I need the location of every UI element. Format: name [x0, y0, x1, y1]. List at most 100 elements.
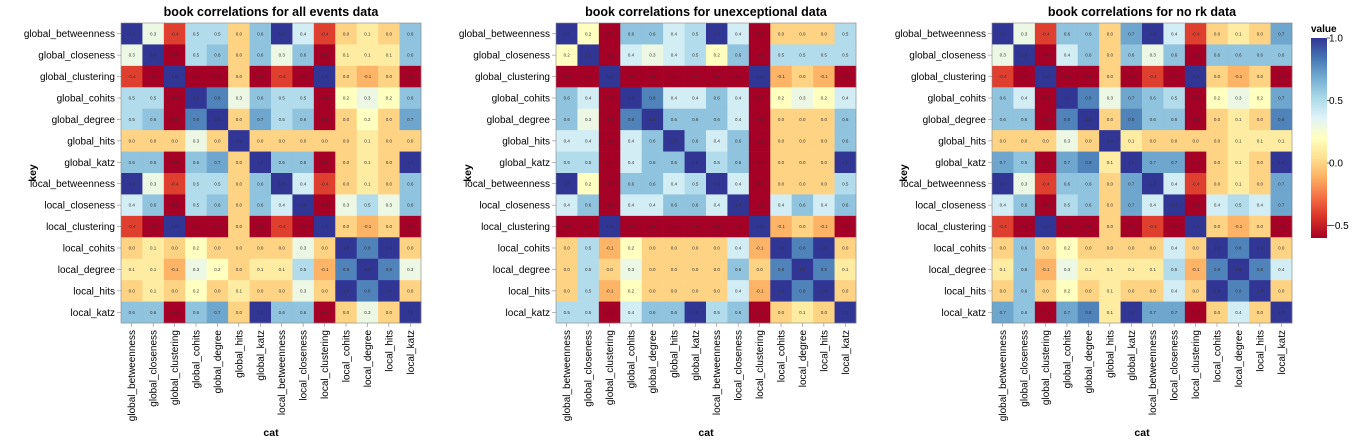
heatmap-cell: [1249, 194, 1271, 217]
cell-value-label: -0.8: [1192, 117, 1200, 122]
cell-value-label: 0.0: [214, 138, 221, 143]
cell-value-label: -0.6: [756, 203, 764, 208]
heatmap-cell: [748, 194, 771, 217]
cell-value-label: 0.6: [1064, 31, 1071, 36]
cell-value-label: -0.4: [278, 74, 286, 79]
cell-value-label: -0.6: [171, 310, 179, 315]
cell-value-label: -0.6: [171, 160, 179, 165]
heatmap-cell: [598, 108, 621, 131]
x-tick-label: local_degree: [798, 330, 809, 388]
cell-value-label: 0.6: [407, 203, 414, 208]
heatmap-cell: [748, 258, 771, 281]
heatmap-cell: [163, 23, 186, 45]
heatmap-cell: [1142, 44, 1164, 67]
cell-value-label: 0.0: [236, 310, 243, 315]
cell-value-label: -0.6: [1042, 96, 1050, 101]
cell-value-label: -0.6: [1042, 53, 1050, 58]
heatmap-cell: [727, 44, 750, 67]
heatmap-cell: [791, 108, 814, 131]
cell-value-label: 0.0: [1192, 288, 1199, 293]
heatmap-cell: [684, 130, 707, 152]
cell-value-label: 0.0: [778, 31, 785, 36]
heatmap-cell: [663, 23, 685, 45]
chart-title: book correlations for all events data: [164, 5, 380, 19]
cell-value-label: 0.6: [407, 96, 414, 101]
heatmap-cell: [1206, 44, 1229, 67]
heatmap-cell: [142, 23, 165, 45]
heatmap-cell: [1163, 301, 1186, 324]
y-tick-label: local_clustering: [46, 222, 115, 233]
heatmap-cell: [1142, 194, 1164, 217]
heatmap-cell: [598, 130, 621, 152]
cell-value-label: 0.5: [842, 181, 849, 186]
cell-value-label: 0.7: [214, 160, 221, 165]
heatmap-cell: [1184, 130, 1207, 152]
cell-value-label: -0.4: [128, 74, 136, 79]
heatmap-cell: [335, 23, 358, 45]
heatmap-cell: [791, 215, 814, 238]
x-tick-label: global_degree: [1084, 330, 1095, 394]
cell-value-label: 0.3: [343, 203, 350, 208]
heatmap-cell: [727, 23, 750, 45]
heatmap-cell: [1099, 108, 1121, 131]
heatmap-cell: [706, 258, 728, 281]
heatmap-cell: [684, 258, 707, 281]
cell-value-label: -0.6: [713, 74, 721, 79]
heatmap-cell: [556, 301, 578, 324]
cell-value-label: 0.5: [692, 53, 699, 58]
cell-value-label: 0.5: [585, 160, 592, 165]
cell-value-label: -0.6: [756, 310, 764, 315]
cell-value-label: -0.6: [691, 74, 699, 79]
cell-value-label: -0.6: [321, 96, 329, 101]
heatmap-cell: [313, 280, 336, 302]
heatmap-cell: [577, 151, 600, 174]
cell-value-label: 0.0: [1107, 203, 1114, 208]
x-tick-label: global_cohits: [1063, 330, 1074, 388]
cell-value-label: 0.4: [1064, 53, 1071, 58]
heatmap-cell: [1077, 237, 1100, 260]
cell-value-label: 0.4: [735, 288, 742, 293]
heatmap-cell: [399, 194, 422, 217]
heatmap-cell: [598, 237, 621, 260]
x-tick-label: local_hits: [384, 330, 395, 372]
heatmap-cell: [834, 23, 857, 45]
cell-value-label: 0.0: [1128, 288, 1135, 293]
cell-value-label: -0.1: [820, 224, 828, 229]
y-tick-label: local_katz: [506, 308, 550, 319]
cell-value-label: 0.6: [649, 310, 656, 315]
heatmap-cell: [620, 108, 643, 131]
cell-value-label: 0.4: [735, 246, 742, 251]
cell-value-label: 0.7: [1150, 310, 1157, 315]
heatmap-cell: [598, 23, 621, 45]
cell-value-label: 0.8: [628, 117, 635, 122]
cell-value-label: 0.8: [193, 117, 200, 122]
heatmap-cell: [206, 65, 229, 88]
x-tick-label: global_degree: [213, 330, 224, 394]
cell-value-label: -0.8: [606, 96, 614, 101]
cell-value-label: 0.0: [129, 246, 136, 251]
cell-value-label: 0.0: [1042, 246, 1049, 251]
cell-value-label: -0.4: [171, 181, 179, 186]
y-tick-label: global_closeness: [909, 51, 986, 62]
heatmap-cell: [1077, 130, 1100, 152]
heatmap-cell: [228, 215, 250, 238]
heatmap-cell: [249, 87, 272, 110]
cell-value-label: 0.2: [1257, 96, 1264, 101]
cell-value-label: 0.5: [129, 117, 136, 122]
cell-value-label: 1.0: [1000, 181, 1007, 186]
cell-value-label: 0.6: [407, 181, 414, 186]
cell-value-label: -0.1: [1235, 74, 1243, 79]
cell-value-label: 0.0: [386, 31, 393, 36]
cell-value-label: 0.0: [279, 288, 286, 293]
heatmap-cell: [1270, 108, 1293, 131]
heatmap-cell: [813, 301, 835, 324]
y-tick-label: local_betweenness: [30, 179, 115, 190]
cell-value-label: 0.1: [343, 53, 350, 58]
cell-value-label: 1.0: [386, 288, 393, 293]
cell-value-label: 0.1: [150, 267, 157, 272]
y-tick-label: local_closeness: [479, 201, 550, 212]
cell-value-label: 0.0: [1214, 117, 1221, 122]
cell-value-label: 0.1: [1128, 138, 1135, 143]
cell-value-label: 0.7: [1278, 31, 1285, 36]
